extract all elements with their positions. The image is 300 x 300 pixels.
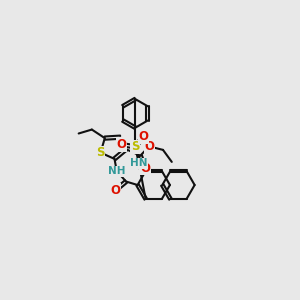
Text: S: S (96, 146, 105, 159)
Text: NH: NH (108, 166, 125, 176)
Text: O: O (116, 138, 126, 151)
Text: O: O (140, 162, 150, 175)
Text: S: S (131, 140, 140, 153)
Text: O: O (111, 184, 121, 196)
Text: O: O (138, 130, 148, 143)
Text: O: O (144, 140, 154, 153)
Text: HN: HN (130, 158, 148, 168)
